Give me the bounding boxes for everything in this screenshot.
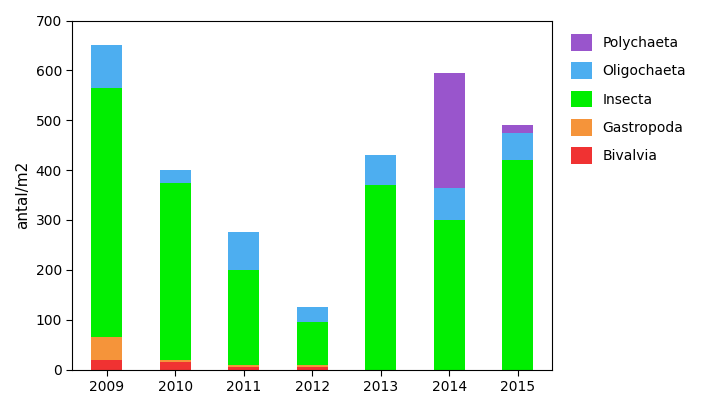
Y-axis label: antal/m2: antal/m2 xyxy=(15,161,30,229)
Bar xyxy=(160,170,191,182)
Bar xyxy=(434,73,464,188)
Bar xyxy=(297,364,328,367)
Bar xyxy=(160,182,191,360)
Bar xyxy=(228,232,259,270)
Bar xyxy=(91,360,122,370)
Bar xyxy=(434,220,464,370)
Bar xyxy=(228,270,259,364)
Bar xyxy=(228,364,259,367)
Legend: Polychaeta, Oligochaeta, Insecta, Gastropoda, Bivalvia: Polychaeta, Oligochaeta, Insecta, Gastro… xyxy=(564,27,693,171)
Bar xyxy=(228,367,259,370)
Bar xyxy=(503,133,533,160)
Bar xyxy=(160,362,191,370)
Bar xyxy=(365,185,396,370)
Bar xyxy=(297,367,328,370)
Bar xyxy=(160,360,191,362)
Bar xyxy=(365,155,396,185)
Bar xyxy=(503,125,533,133)
Bar xyxy=(91,45,122,88)
Bar xyxy=(434,188,464,220)
Bar xyxy=(297,307,328,322)
Bar xyxy=(297,322,328,364)
Bar xyxy=(503,160,533,370)
Bar xyxy=(91,337,122,360)
Bar xyxy=(91,88,122,337)
